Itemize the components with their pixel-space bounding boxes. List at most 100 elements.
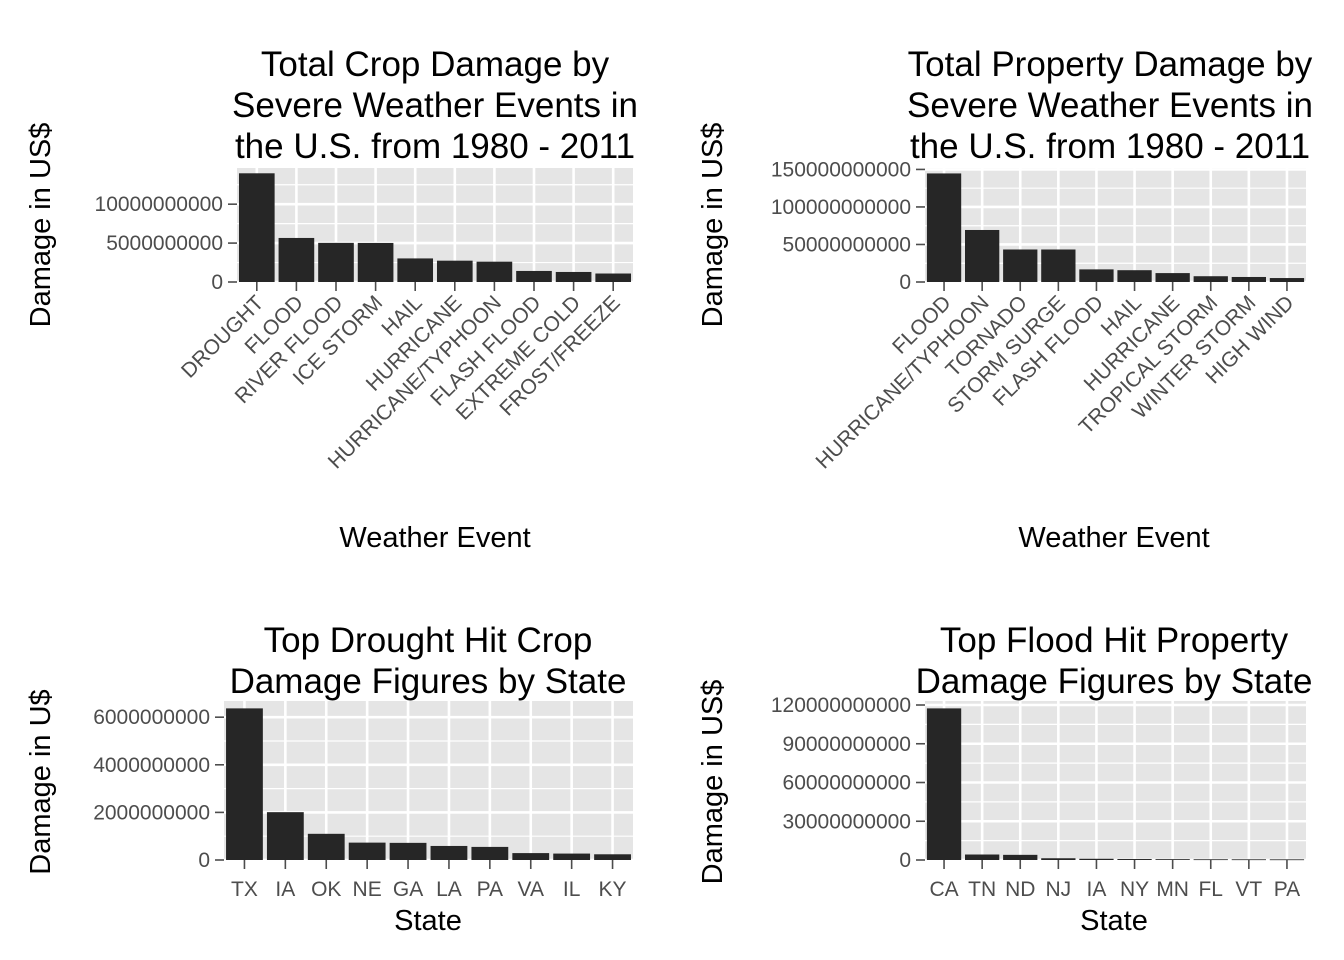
x-axis-title: Weather Event (339, 522, 530, 554)
x-tick-label-ca: CA (929, 878, 958, 901)
chart-title-line: Top Drought Hit Crop (264, 621, 593, 660)
bar-ne (348, 842, 386, 860)
x-tick-label-vt: VT (1235, 878, 1262, 901)
x-tick-label-tx: TX (231, 878, 258, 901)
y-tick-label: 100000000000 (771, 196, 911, 219)
y-tick-label: 30000000000 (783, 810, 911, 833)
bar-flood (278, 237, 315, 282)
chart-title-line: Damage Figures by State (916, 662, 1313, 701)
x-axis-title: State (394, 905, 462, 937)
x-tick-label-ia: IA (1087, 878, 1107, 901)
bar-hurricane-typhoon (965, 229, 1000, 282)
bar-vt (1231, 859, 1266, 861)
bar-nj (1041, 858, 1076, 860)
x-tick-label-nd: ND (1005, 878, 1035, 901)
y-tick-label: 120000000000 (771, 694, 911, 717)
x-axis-title: State (1080, 905, 1148, 937)
x-tick-label-nj: NJ (1046, 878, 1072, 901)
bar-hurricane (436, 260, 473, 282)
chart-title-line: Severe Weather Events in (232, 86, 638, 125)
x-tick-label-ia: IA (275, 878, 295, 901)
bar-fl (1193, 859, 1228, 861)
bar-flash-flood (516, 270, 552, 282)
bar-hail (1117, 270, 1152, 282)
y-axis-title: Damage in U$ (25, 689, 57, 874)
chart-title-line: Top Flood Hit Property (940, 621, 1289, 660)
bar-ice-storm (357, 242, 394, 282)
y-tick-label: 4000000000 (93, 754, 210, 777)
bar-flash-flood (1079, 269, 1114, 282)
bar-tn (965, 854, 1000, 860)
x-tick-label-pa: PA (1274, 878, 1300, 901)
chart-title-line: the U.S. from 1980 - 2011 (910, 127, 1310, 166)
bar-ca (926, 708, 962, 860)
bar-hurricane (1155, 273, 1190, 282)
bar-hail (397, 258, 434, 282)
bar-tx (226, 708, 263, 860)
y-tick-label: 0 (899, 271, 911, 294)
chart-title-line: the U.S. from 1980 - 2011 (235, 127, 635, 166)
y-tick-label: 50000000000 (783, 233, 911, 256)
chart-title-line: Total Crop Damage by (261, 45, 610, 84)
x-axis-title: Weather Event (1018, 522, 1209, 554)
x-tick-label-ky: KY (599, 878, 627, 901)
x-tick-label-fl: FL (1198, 878, 1223, 901)
bar-mn (1155, 859, 1190, 860)
bar-ky (594, 854, 631, 860)
x-tick-label-ok: OK (311, 878, 341, 901)
bar-drought (238, 173, 275, 282)
y-axis-title: Damage in US$ (697, 680, 729, 885)
chart-2: 050000000000100000000000150000000000FLOO… (697, 45, 1313, 554)
chart-3: 0 2000000000 4000000000 6000000000 TX IA OK NE G… (25, 621, 633, 937)
bar-ia (266, 812, 304, 860)
x-tick-label-va: VA (518, 878, 544, 901)
y-tick-label: 90000000000 (783, 733, 911, 756)
bar-va (512, 853, 550, 860)
y-tick-label: 60000000000 (783, 772, 911, 795)
bar-ok (307, 833, 345, 860)
chart-title-line: Damage Figures by State (230, 662, 627, 701)
bar-pa (471, 846, 509, 860)
y-tick-label: 2000000000 (93, 801, 210, 824)
y-tick-label: 0 (211, 271, 223, 294)
y-tick-label: 5000000000 (106, 232, 223, 255)
bar-frost-freeze (595, 273, 632, 282)
y-tick-label: 6000000000 (93, 706, 210, 729)
bar-winter-storm (1231, 276, 1266, 282)
x-tick-label-pa: PA (477, 878, 503, 901)
y-tick-label: 0 (899, 849, 911, 872)
chart-4: 0 30000000000 60000000000 90000000000 120000… (697, 621, 1312, 937)
bar-tornado (1003, 249, 1038, 282)
bar-flood (926, 173, 962, 282)
chart-title-line: Total Property Damage by (908, 45, 1313, 84)
x-tick-label-la: LA (436, 878, 462, 901)
bar-hurricane-typhoon (476, 261, 513, 282)
bar-pa (1269, 859, 1305, 861)
y-axis-title: Damage in US$ (25, 123, 57, 328)
x-tick-label-ny: NY (1120, 878, 1149, 901)
bar-tropical-storm (1193, 276, 1228, 282)
bar-high-wind (1269, 278, 1305, 282)
bar-ia (1079, 858, 1114, 860)
panel-background (925, 701, 1306, 860)
y-tick-label: 150000000000 (771, 158, 911, 181)
bar-extreme-cold (555, 271, 592, 282)
bar-il (553, 853, 591, 860)
x-tick-label-tn: TN (968, 878, 996, 901)
bar-ga (389, 842, 427, 860)
y-axis-title: Damage in US$ (697, 123, 729, 328)
x-tick-label-il: IL (563, 878, 581, 901)
bar-ny (1117, 859, 1152, 860)
y-tick-label: 10000000000 (95, 193, 223, 216)
x-tick-label-ga: GA (393, 878, 423, 901)
x-tick-label-mn: MN (1156, 878, 1189, 901)
bar-river-flood (318, 242, 354, 282)
x-tick-label-ne: NE (353, 878, 382, 901)
chart-title-line: Severe Weather Events in (907, 86, 1313, 125)
chart-1: 0500000000010000000000DROUGHTFLOODRIVER … (25, 45, 638, 554)
bar-storm-surge (1041, 249, 1076, 282)
bar-nd (1003, 854, 1038, 860)
y-tick-label: 0 (198, 849, 210, 872)
bar-la (430, 845, 468, 860)
